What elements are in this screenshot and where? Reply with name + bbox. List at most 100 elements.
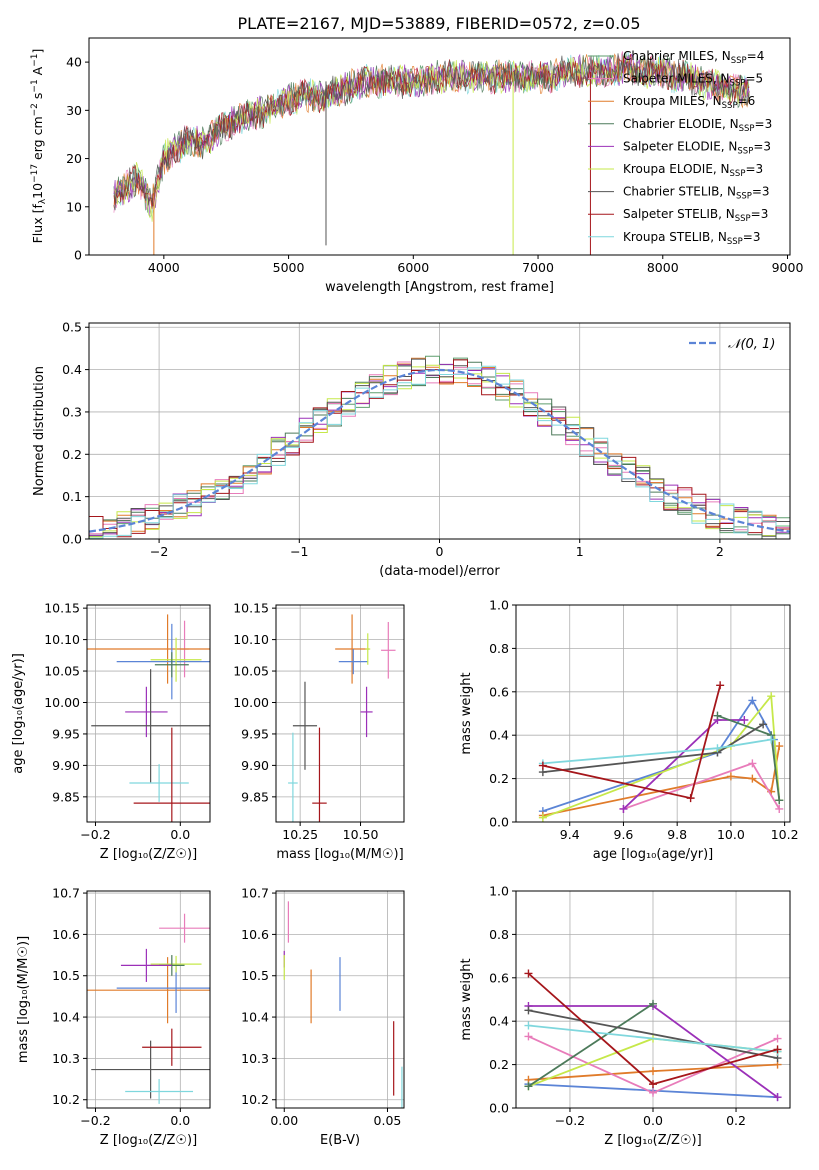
- plot-area: [283, 901, 403, 1108]
- data-point-marker: [773, 1034, 782, 1043]
- data-point-marker: [524, 1082, 533, 1091]
- legend-model-name: Salpeter STELIB, N: [623, 207, 735, 221]
- y-tick-label: 10.5: [52, 968, 80, 983]
- y-tick-label: 0.0: [489, 1101, 509, 1116]
- plot-area: [538, 681, 784, 822]
- y-tick-label: 0.3: [62, 404, 82, 419]
- plot-area: [87, 614, 210, 822]
- massweight-vs-age-panel: 9.4 9.6 9.8 10.0 10.2 0.0 0.2 0.4 0.6 0.8 1.0 age […: [459, 598, 799, 863]
- spectrum-line-salpeter-stelib: [113, 53, 750, 208]
- axes-frame: [515, 604, 791, 823]
- figure-title: PLATE=2167, MJD=53889, FIBERID=0572, z=0…: [237, 14, 640, 33]
- x-tick-label: −0.2: [80, 1113, 110, 1128]
- x-axis-label: wavelength [Angstrom, rest frame]: [325, 280, 554, 295]
- legend-entry: Kroupa STELIB, NSSP=3: [623, 230, 761, 247]
- x-tick-label: 9.4: [560, 827, 580, 842]
- x-tick-label: 9.8: [667, 827, 687, 842]
- data-point-marker: [619, 804, 628, 813]
- legend-model-name: Kroupa MILES, N: [623, 94, 722, 108]
- y-tick-label: 9.90: [52, 758, 80, 773]
- legend-nssp-subscript: SSP: [730, 79, 746, 89]
- legend-entry: Kroupa ELODIE, NSSP=3: [623, 162, 763, 179]
- y-axis-label: mass weight: [459, 672, 474, 754]
- axes-frame: [275, 890, 405, 1109]
- legend-entry: Salpeter MILES, NSSP=5: [623, 72, 763, 89]
- y-tick-label: 10.15: [44, 601, 80, 616]
- x-tick-label: 0: [436, 544, 444, 559]
- legend-entry: Chabrier STELIB, NSSP=3: [623, 185, 770, 202]
- y-tick-label: 10.00: [44, 695, 80, 710]
- data-point-marker: [773, 1045, 782, 1054]
- legend-model-name: Salpeter ELODIE, N: [623, 139, 737, 153]
- y-tick-label: 1.0: [489, 884, 509, 899]
- y-tick-label: 0.5: [62, 320, 82, 335]
- x-tick-label: −0.2: [80, 827, 110, 842]
- data-point-marker: [713, 711, 722, 720]
- legend-model-name: Kroupa STELIB, N: [623, 230, 727, 244]
- data-point-marker: [775, 742, 784, 751]
- data-point-marker: [775, 796, 784, 805]
- legend-entry: Salpeter ELODIE, NSSP=3: [623, 139, 771, 156]
- axes-frame: [86, 604, 211, 823]
- y-tick-label: 10: [66, 199, 82, 214]
- y-tick-label: 0.6: [489, 684, 509, 699]
- legend-nssp-value: =3: [745, 162, 763, 176]
- legend-nssp-subscript: SSP: [730, 169, 746, 179]
- x-tick-label: 0.00: [270, 1113, 298, 1128]
- y-tick-label: 10.05: [44, 664, 80, 679]
- data-point-marker: [716, 681, 725, 690]
- legend-nssp-subscript: SSP: [735, 214, 751, 224]
- legend-nssp-subscript: SSP: [736, 192, 752, 202]
- data-point-marker: [767, 692, 776, 701]
- age-vs-metallicity-panel: −0.2 0.0 9.85 9.90 9.95 10.00 10.05 10.10 10.15 Z…: [11, 601, 211, 862]
- y-axis-label: Normed distribution: [32, 366, 47, 496]
- y-tick-label: 10.6: [241, 927, 269, 942]
- data-point-marker: [649, 999, 657, 1008]
- data-point-marker: [759, 720, 768, 729]
- y-tick-label: 9.85: [52, 789, 80, 804]
- y-tick-label: 0.2: [489, 771, 509, 786]
- spectrum-line-chabrier-stelib: [113, 53, 750, 211]
- y-tick-label: 9.90: [241, 758, 269, 773]
- mass-weight-series-chabrier-elodie: [717, 714, 781, 801]
- x-axis-label: Z [log₁₀(Z/Z☉)]: [604, 1133, 701, 1148]
- plot-area: [89, 355, 790, 539]
- y-tick-label: 10.6: [52, 927, 80, 942]
- legend-nssp-subscript: SSP: [722, 101, 738, 111]
- data-point-marker: [524, 1021, 533, 1030]
- y-axis-label: age [log₁₀(age/yr)]: [11, 653, 26, 774]
- data-point-marker: [775, 804, 784, 813]
- data-point-marker: [773, 1093, 782, 1102]
- x-tick-label: 0.0: [170, 827, 190, 842]
- x-tick-label: 2: [716, 544, 724, 559]
- legend-nssp-subscript: SSP: [739, 124, 755, 134]
- legend-model-name: Salpeter MILES, N: [623, 72, 730, 86]
- legend-nssp-value: =3: [755, 117, 773, 131]
- y-tick-label: 10.3: [241, 1051, 269, 1066]
- x-axis-label: age [log₁₀(age/yr)]: [593, 847, 714, 862]
- legend-entry: Chabrier MILES, NSSP=4: [623, 49, 764, 66]
- y-tick-label: 10.2: [241, 1092, 269, 1107]
- x-axis-label: E(B-V): [320, 1133, 360, 1148]
- y-tick-label: 30: [66, 103, 82, 118]
- x-tick-label: 1: [576, 544, 584, 559]
- y-tick-label: 10.5: [241, 968, 269, 983]
- y-axis-label: Flux [fλ10−17 erg cm−2 s−1 A−1]: [30, 49, 48, 244]
- data-point-marker: [524, 1032, 533, 1041]
- x-axis-label: mass [log₁₀(M/M☉)]: [276, 847, 403, 862]
- massweight-vs-metallicity-panel: −0.2 0.0 0.2 0.0 0.2 0.4 0.6 0.8 1.0 Z [log₁₀(Z/Z…: [459, 884, 791, 1148]
- legend-entry: Salpeter STELIB, NSSP=3: [623, 207, 768, 224]
- legend-entry: Kroupa MILES, NSSP=6: [623, 94, 755, 111]
- normal-distribution-curve: [89, 368, 790, 533]
- legend-entry: Chabrier ELODIE, NSSP=3: [623, 117, 772, 134]
- spectrum-panel: 4000 5000 6000 7000 8000 9000 0 10 20 30 40 wavelen…: [30, 37, 803, 295]
- y-tick-label: 10.4: [241, 1010, 269, 1025]
- y-tick-label: 10.4: [52, 1010, 80, 1025]
- mass-weight-series-kroupa-elodie: [542, 693, 781, 819]
- x-tick-label: −2: [150, 544, 168, 559]
- y-tick-label: 0.4: [489, 1014, 509, 1029]
- x-axis-label: Z [log₁₀(Z/Z☉)]: [100, 1133, 197, 1148]
- x-tick-label: 5000: [273, 260, 305, 275]
- x-tick-label: 0.0: [170, 1113, 190, 1128]
